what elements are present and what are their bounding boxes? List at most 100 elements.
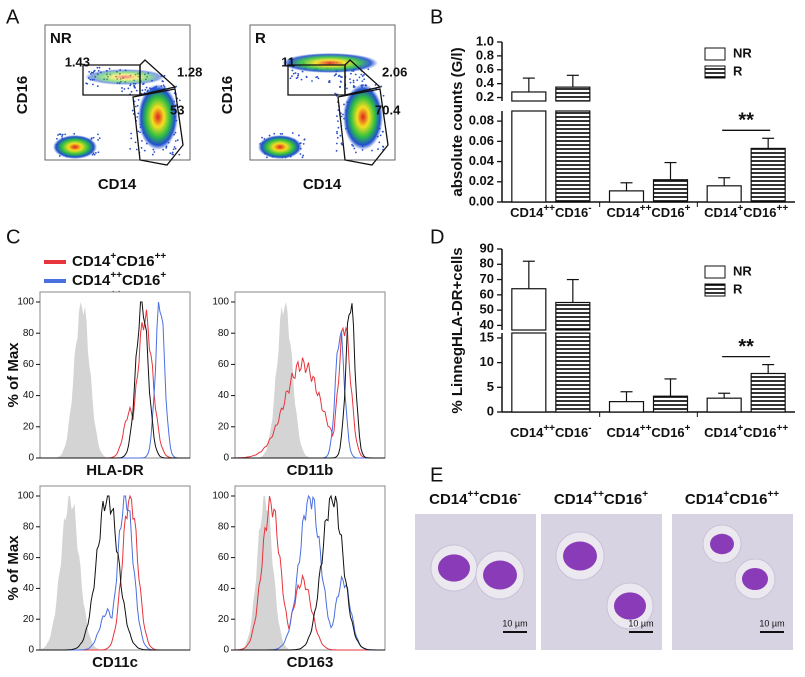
event-dot xyxy=(145,86,148,89)
hist-curve xyxy=(40,301,190,459)
event-dot xyxy=(130,90,133,93)
x-axis-label: CD14 xyxy=(303,176,342,193)
bar xyxy=(555,86,591,102)
x-axis-label: CD163 xyxy=(287,654,334,671)
histogram-plot: 0 20 40 60 80 100 CD11c % of Max xyxy=(5,485,191,671)
event-dot xyxy=(336,115,338,118)
event-dot xyxy=(141,139,143,142)
density xyxy=(258,135,302,159)
x-tick-label: CD14++CD16+ xyxy=(606,423,690,440)
event-dot xyxy=(337,120,339,123)
event-dot xyxy=(291,75,293,78)
event-dot xyxy=(171,153,174,156)
event-dot xyxy=(297,73,300,75)
event-dot xyxy=(301,156,304,159)
y-tick-label: 80 xyxy=(23,328,35,339)
event-dot xyxy=(64,133,67,136)
y-tick-label: 0.00 xyxy=(469,193,494,208)
bar xyxy=(750,372,786,413)
event-dot xyxy=(176,139,179,141)
nucleus xyxy=(483,560,517,590)
legend-label: R xyxy=(733,63,743,78)
y-tick-label: 20 xyxy=(218,614,230,625)
y-tick-label: 70 xyxy=(480,271,494,286)
event-dot xyxy=(292,72,295,75)
event-dot xyxy=(73,132,76,135)
event-dot xyxy=(352,79,355,82)
micrograph-title: CD14++CD16- xyxy=(429,489,521,508)
bar xyxy=(555,110,591,203)
event-dot xyxy=(92,83,94,86)
x-tick-label: CD14+CD16++ xyxy=(704,203,788,220)
y-tick-label: 20 xyxy=(23,614,35,625)
event-dot xyxy=(297,134,300,137)
hist-curve xyxy=(234,495,385,651)
x-tick-label: CD14++CD16+ xyxy=(606,203,690,220)
hist-curve xyxy=(40,495,190,651)
event-dot xyxy=(174,140,177,142)
event-dot xyxy=(59,133,62,136)
event-dot xyxy=(289,77,292,80)
event-dot xyxy=(300,78,303,81)
event-dot xyxy=(371,149,373,152)
isotype-curve xyxy=(235,302,385,458)
hist-curve xyxy=(235,326,385,459)
scale-label: 10 µm xyxy=(628,618,653,628)
y-tick-label: 100 xyxy=(212,297,229,308)
y-tick-label: 0 xyxy=(28,453,34,464)
event-dot xyxy=(134,141,137,144)
event-dot xyxy=(90,137,93,140)
gate-value: 2.06 xyxy=(382,64,407,79)
isotype-curve xyxy=(40,496,190,650)
x-tick-label: CD14++CD16- xyxy=(510,203,592,220)
event-dot xyxy=(88,70,91,73)
event-dot xyxy=(121,90,124,93)
hist-curve xyxy=(235,494,385,651)
micrograph-title: CD14+CD16++ xyxy=(685,489,779,508)
event-dot xyxy=(305,75,308,78)
event-dot xyxy=(341,143,343,146)
event-dot xyxy=(374,84,377,86)
event-dot xyxy=(129,148,132,150)
event-dot xyxy=(97,139,99,141)
event-dot xyxy=(133,86,136,88)
legend-label: CD14+CD16++ xyxy=(72,251,166,270)
y-tick-label: 20 xyxy=(23,421,35,432)
isotype-curve xyxy=(40,302,190,458)
event-dot xyxy=(379,134,382,137)
y-tick-label: 40 xyxy=(218,390,230,401)
y-tick-label: 0.2 xyxy=(476,89,494,104)
event-dot xyxy=(98,66,101,69)
event-dot xyxy=(303,138,306,141)
panel-label: C xyxy=(6,226,20,248)
event-dot xyxy=(339,134,342,137)
event-dot xyxy=(349,78,351,81)
event-dot xyxy=(327,81,330,83)
event-dot xyxy=(291,132,294,134)
nucleus xyxy=(563,541,597,571)
scale-label: 10 µm xyxy=(759,618,784,628)
histogram-plot: 0 20 40 60 80 100 CD11b xyxy=(212,291,386,479)
event-dot xyxy=(268,134,271,137)
y-tick-label: 0 xyxy=(28,645,34,656)
event-dot xyxy=(358,76,361,79)
plot-frame xyxy=(39,291,191,459)
micrograph-title: CD14++CD16+ xyxy=(554,489,648,508)
micrograph: CD14++CD16+ 10 µm xyxy=(541,489,662,650)
nucleus xyxy=(614,592,646,620)
legend-label: NR xyxy=(733,45,752,60)
event-dot xyxy=(121,87,123,89)
event-dot xyxy=(377,148,379,150)
event-dot xyxy=(317,77,320,80)
flow-plot: R 11 2.06 70.4 CD14 CD16 xyxy=(219,24,407,193)
event-dot xyxy=(151,153,154,156)
y-tick-label: 40 xyxy=(23,583,35,594)
bar xyxy=(706,397,742,413)
y-tick-label: 0 xyxy=(223,453,229,464)
event-dot xyxy=(315,76,318,79)
event-dot xyxy=(297,74,299,77)
y-tick-label: 10 xyxy=(480,354,494,369)
bar xyxy=(555,332,591,413)
density xyxy=(282,53,378,73)
